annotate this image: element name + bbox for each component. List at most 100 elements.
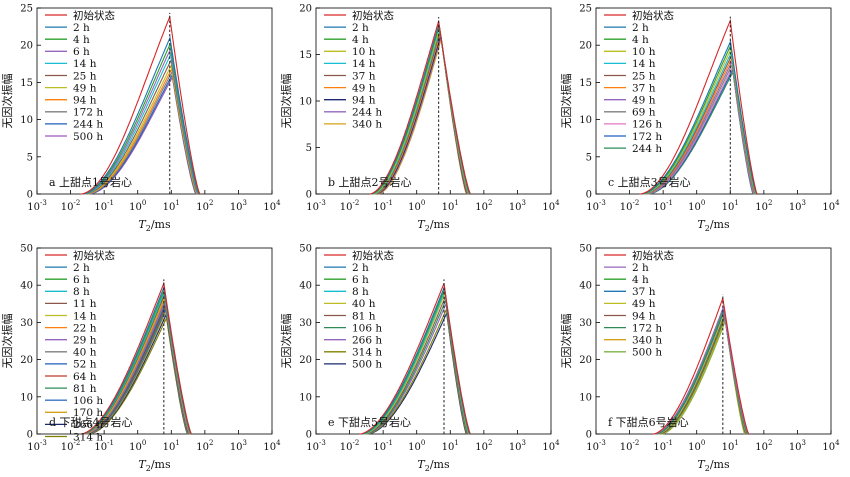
plot-frame: [315, 247, 552, 435]
panel-label: a 上甜点1号岩心: [49, 175, 132, 189]
legend-label: 29 h: [73, 335, 97, 347]
y-axis-label: 无因次振幅: [0, 314, 14, 369]
legend-label: 170 h: [73, 407, 103, 419]
legend-label: 266 h: [73, 419, 103, 431]
legend-label: 6 h: [352, 274, 369, 286]
y-tick-label: 30: [579, 318, 592, 329]
legend-label: 126 h: [632, 119, 662, 131]
series-line: [81, 35, 200, 195]
x-tick-label: 104: [822, 199, 840, 213]
panel-label: f 下甜点6号岩心: [608, 415, 689, 429]
y-tick-label: 20: [579, 355, 592, 366]
y-tick-label: 10: [299, 97, 312, 108]
x-tick-label: 10-3: [306, 439, 326, 453]
y-tick-label: 50: [579, 244, 592, 255]
y-tick-label: 5: [27, 152, 33, 163]
series-line: [640, 39, 758, 195]
x-tick-label: 10-1: [373, 439, 393, 453]
legend-label: 14 h: [73, 310, 97, 322]
x-tick-label: 104: [542, 439, 560, 453]
y-tick-label: 0: [27, 430, 33, 441]
legend-label: 初始状态: [352, 9, 394, 22]
y-tick-label: 0: [306, 190, 312, 201]
x-tick-label: 103: [789, 199, 806, 213]
y-tick-label: 0: [27, 190, 33, 201]
legend-label: 25 h: [632, 70, 656, 82]
legend-label: 8 h: [73, 286, 90, 298]
panel-label: e 下甜点5号岩心: [328, 415, 411, 429]
legend-label: 49 h: [352, 82, 376, 94]
x-tick-label: 102: [475, 199, 492, 213]
legend-label: 244 h: [352, 107, 382, 119]
legend-label: 106 h: [73, 395, 103, 407]
legend-label: 初始状态: [73, 249, 115, 262]
legend-label: 14 h: [352, 58, 376, 70]
plot-frame: [595, 247, 832, 435]
x-axis-label: T2/ms: [417, 218, 450, 233]
x-tick-label: 102: [755, 439, 772, 453]
y-tick-label: 0: [586, 190, 592, 201]
y-axis-label: 无因次振幅: [559, 74, 573, 129]
x-tick-label: 103: [509, 199, 526, 213]
legend-label: 94 h: [352, 95, 376, 107]
legend-label: 69 h: [632, 107, 656, 119]
y-axis-label: 无因次振幅: [279, 74, 293, 129]
x-tick-label: 103: [230, 199, 247, 213]
legend-label: 340 h: [632, 335, 662, 347]
legend-label: 49 h: [73, 82, 97, 94]
legend-label: 22 h: [73, 322, 97, 334]
y-axis-label: 无因次振幅: [279, 314, 293, 369]
x-tick-label: 104: [542, 199, 560, 213]
series-line: [374, 31, 469, 195]
series-line: [373, 29, 470, 195]
x-tick-label: 10-3: [27, 439, 47, 453]
legend-label: 172 h: [73, 107, 103, 119]
x-tick-label: 10-2: [61, 439, 81, 453]
legend-label: 244 h: [73, 119, 103, 131]
y-tick-label: 20: [299, 355, 312, 366]
x-tick-label: 103: [230, 439, 247, 453]
x-tick-label: 100: [408, 439, 425, 453]
y-tick-label: 25: [579, 4, 592, 15]
x-tick-label: 10-2: [61, 199, 81, 213]
legend-label: 81 h: [352, 310, 376, 322]
x-tick-label: 102: [755, 199, 772, 213]
legend-label: 94 h: [632, 310, 656, 322]
y-axis-label: 无因次振幅: [0, 74, 14, 129]
x-tick-label: 102: [475, 439, 492, 453]
legend-label: 11 h: [73, 298, 97, 310]
y-tick-label: 30: [20, 318, 33, 329]
legend-label: 2 h: [632, 22, 649, 34]
series-line: [372, 27, 470, 195]
x-tick-label: 100: [688, 199, 705, 213]
legend-label: 81 h: [73, 383, 97, 395]
legend-label: 25 h: [73, 70, 97, 82]
y-tick-label: 0: [306, 430, 312, 441]
x-axis-label: T2/ms: [138, 218, 171, 233]
x-tick-label: 101: [722, 439, 739, 453]
legend-label: 40 h: [352, 298, 376, 310]
x-axis-label: T2/ms: [138, 458, 171, 473]
x-tick-label: 10-3: [27, 199, 47, 213]
x-tick-label: 10-1: [653, 439, 673, 453]
legend-label: 172 h: [632, 322, 662, 334]
legend-label: 49 h: [632, 298, 656, 310]
x-axis-label: T2/ms: [417, 458, 450, 473]
legend-label: 4 h: [632, 274, 649, 286]
legend-label: 37 h: [632, 82, 656, 94]
legend-label: 266 h: [352, 335, 382, 347]
legend-label: 314 h: [352, 347, 382, 359]
series-line: [84, 58, 199, 195]
plot-frame: [595, 7, 832, 195]
x-tick-label: 10-3: [586, 199, 606, 213]
y-tick-label: 20: [579, 41, 592, 52]
legend-label: 500 h: [73, 131, 103, 143]
legend-label: 64 h: [73, 371, 97, 383]
chart-panel-5: 0 10 20 30 40 50 10-3 10-2 10-1 100 101 102 103 104 T2…: [279, 244, 560, 474]
chart-panel-1: 0 5 10 15 20 25 10-3 10-2 10-1 100 101 102 103 104 T2/…: [0, 4, 281, 234]
x-tick-label: 10-1: [373, 199, 393, 213]
legend-label: 8 h: [352, 286, 369, 298]
y-tick-label: 30: [299, 318, 312, 329]
